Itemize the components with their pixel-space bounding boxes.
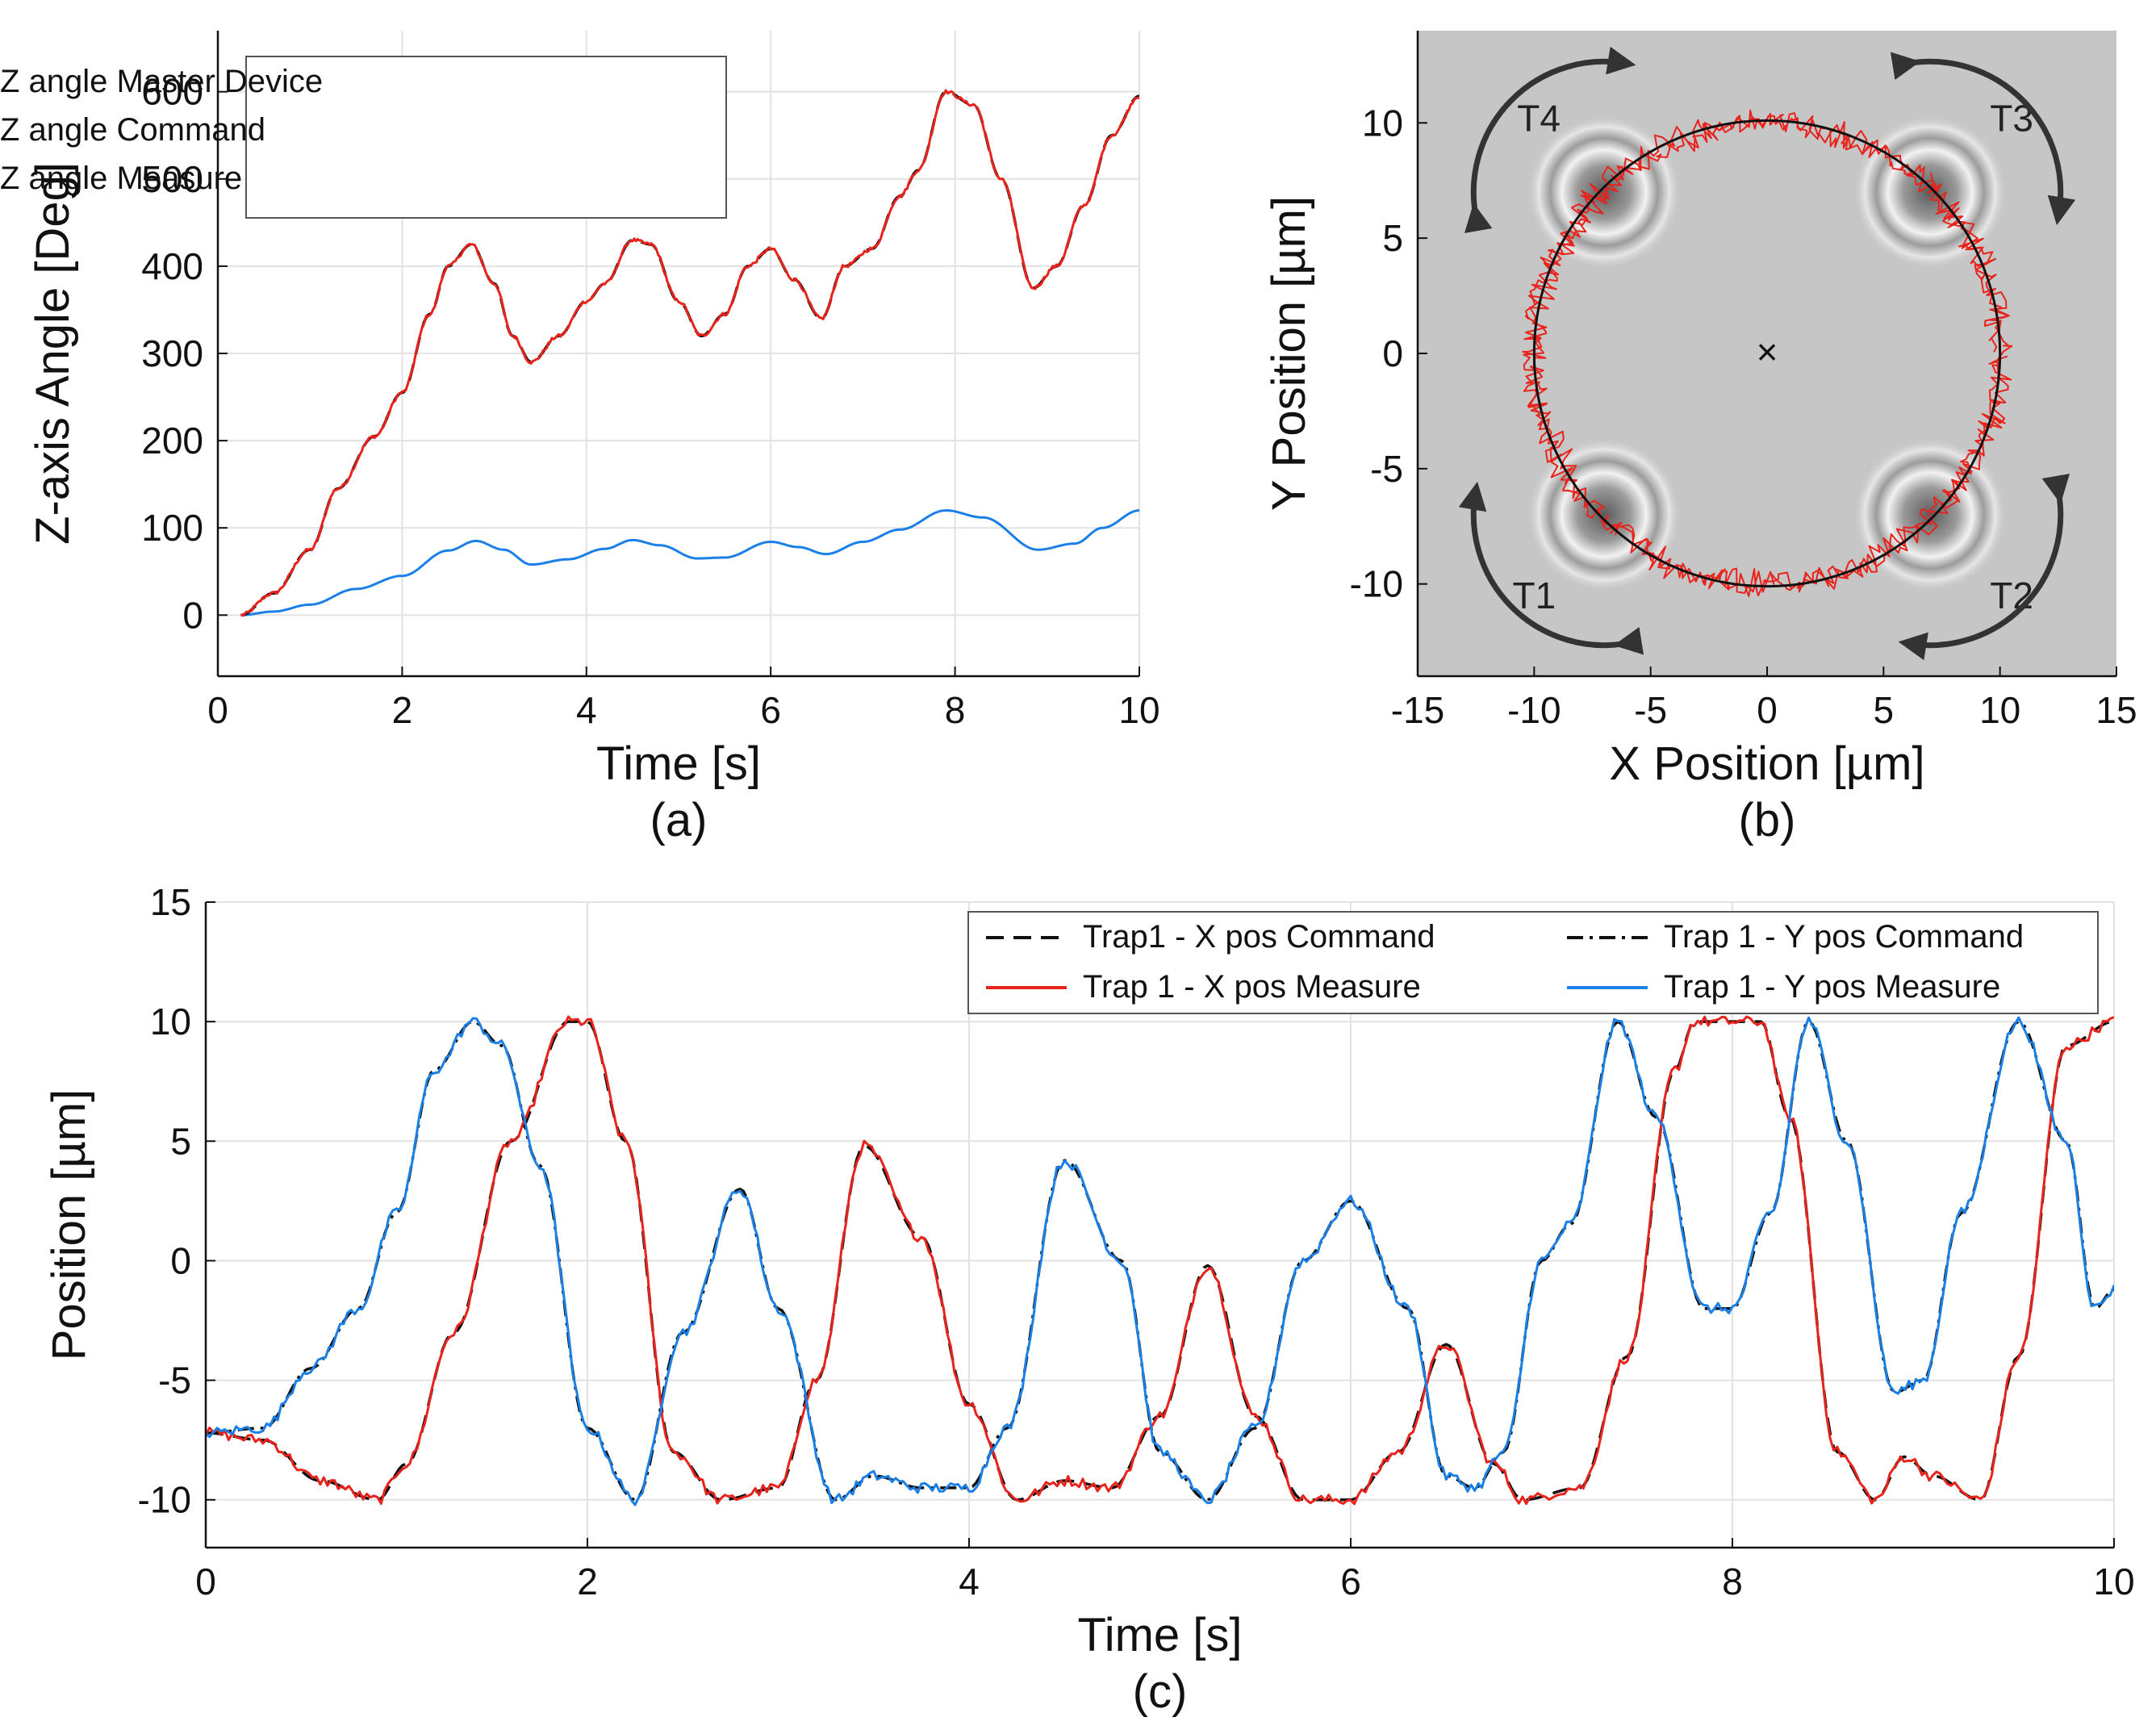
legend-label: Trap 1 - Y pos Command: [1664, 919, 2024, 955]
x-tick-label: 6: [760, 689, 781, 731]
y-tick-label: 5: [1382, 217, 1403, 259]
y-tick-label: 5: [170, 1120, 191, 1162]
x-tick-label: 8: [945, 689, 966, 731]
legend-label: Trap 1 - X pos Measure: [1083, 969, 1421, 1005]
series-line-3: [206, 1016, 2114, 1506]
x-tick-label: 0: [195, 1561, 216, 1602]
y-tick-label: 600: [141, 71, 203, 113]
x-tick-label: 8: [1722, 1561, 1743, 1602]
rotation-arrow: [1898, 474, 2070, 661]
series-line-2: [240, 89, 1139, 617]
panel-label: (c): [1133, 1665, 1188, 1718]
y-tick-label: 400: [141, 245, 203, 287]
trap-label: T4: [1517, 98, 1561, 140]
x-tick-label: -5: [1634, 689, 1667, 731]
y-tick-label: 10: [150, 1001, 191, 1042]
y-tick-label: 200: [141, 420, 203, 462]
x-tick-label: 10: [1979, 689, 2020, 731]
y-tick-label: 0: [1382, 332, 1403, 374]
y-tick-label: 10: [1362, 102, 1403, 144]
legend-box: [245, 56, 727, 219]
x-tick-label: -10: [1507, 689, 1561, 731]
x-tick-label: 2: [392, 689, 413, 731]
command-circle: [1532, 119, 2002, 588]
chart-c: 0 2 4 6 8 10 -10 -5 0 5 10 15 Time [s] Position [µm] (…: [43, 881, 2135, 1718]
series-group: [206, 1015, 2114, 1506]
y-tick-label: 15: [150, 881, 191, 923]
y-axis-label: Position [µm]: [43, 1089, 95, 1360]
legend-label: Z angle Command: [0, 112, 265, 148]
legend-label: Trap 1 - Y pos Measure: [1664, 969, 2000, 1005]
x-tick-label: 2: [577, 1561, 598, 1602]
center-marker: ×: [1757, 331, 1778, 373]
x-tick-label: 4: [959, 1561, 980, 1602]
rotation-arrow: [1458, 481, 1644, 655]
legend-label: Z angle Measure: [0, 161, 242, 196]
x-tick-label: 6: [1340, 1561, 1361, 1602]
legend-label: Trap1 - X pos Command: [1083, 919, 1435, 955]
x-tick-label: 15: [2095, 689, 2137, 731]
y-tick-label: -10: [1350, 563, 1403, 605]
x-tick-label: 5: [1874, 689, 1895, 731]
x-axis-label: Time [s]: [596, 737, 761, 790]
rotation-arrow: [1890, 52, 2076, 226]
rotation-arrow: [1464, 46, 1636, 233]
measured-trajectory: [1522, 109, 2013, 597]
x-axis-label: X Position [µm]: [1609, 737, 1924, 790]
legend-label: Z angle Master Device: [0, 64, 323, 99]
legend: Trap1 - X pos Command Trap 1 - Y pos Comm…: [967, 911, 2099, 1014]
y-tick-label: 0: [182, 594, 203, 636]
y-tick-label: -10: [138, 1479, 191, 1521]
series-line-0: [240, 509, 1139, 616]
x-axis-label: Time [s]: [1077, 1609, 1242, 1661]
legend: Z angle Master Device Z angle Command Z an…: [0, 56, 727, 219]
y-tick-label: -5: [1370, 448, 1403, 490]
y-tick-label: 300: [141, 332, 203, 374]
x-tick-label: 0: [1757, 689, 1778, 731]
y-tick-label: -5: [158, 1360, 191, 1402]
x-tick-label: 0: [207, 689, 228, 731]
x-tick-label: 10: [1118, 689, 1159, 731]
y-axis-label: Z-axis Angle [Deg]: [27, 162, 79, 545]
x-tick-label: 4: [576, 689, 597, 731]
series-group: [240, 89, 1139, 617]
x-tick-label: -15: [1391, 689, 1444, 731]
y-tick-label: 0: [170, 1239, 191, 1281]
x-tick-label: 10: [2093, 1561, 2134, 1602]
y-tick-label: 100: [141, 507, 203, 549]
panel-label: (b): [1739, 794, 1796, 846]
y-tick-label: 500: [141, 158, 203, 200]
y-axis-label: Y Position [µm]: [1263, 196, 1315, 511]
panel-label: (a): [650, 794, 708, 846]
trap-label: T2: [1990, 575, 2033, 616]
legend-box: [967, 911, 2099, 1014]
